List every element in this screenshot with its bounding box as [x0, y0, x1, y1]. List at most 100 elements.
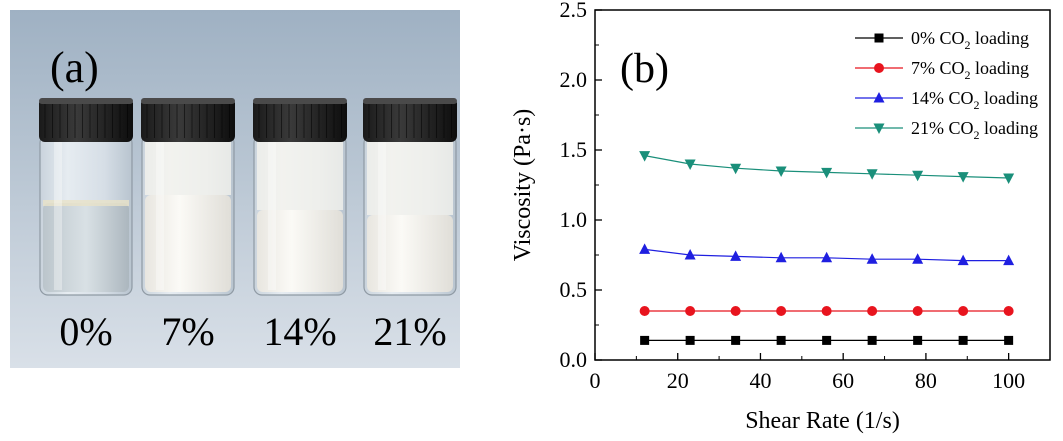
- data-point: [912, 306, 923, 316]
- vials-photo: (a) 0% 7% 14% 21%: [10, 10, 460, 368]
- vial-cap: [141, 98, 235, 142]
- series: [640, 335, 1014, 345]
- vial-glass-fog: [367, 135, 453, 215]
- vial: [141, 98, 235, 296]
- legend-label: 14% CO2 loading: [911, 88, 1038, 112]
- vials-photo-svg: (a) 0% 7% 14% 21%: [10, 10, 460, 368]
- data-point: [639, 243, 651, 254]
- viscosity-chart: 0 20 40 60 80 100 0.0 0.5 1.0 1.5 2.0 2.5 0% CO2 l…: [500, 0, 1060, 436]
- cap-rim: [363, 98, 457, 104]
- data-point: [1003, 173, 1015, 184]
- data-point: [866, 253, 878, 264]
- vial: [363, 98, 457, 296]
- legend-label: 0% CO2 loading: [911, 28, 1029, 52]
- data-point: [640, 335, 650, 345]
- vial-highlight: [378, 140, 386, 290]
- x-tick-label: 100: [992, 368, 1025, 393]
- data-point: [957, 254, 969, 266]
- vial-glass-fog: [145, 135, 231, 195]
- data-point: [912, 253, 924, 264]
- y-tick-label: 2.5: [560, 0, 588, 22]
- data-point: [867, 306, 878, 316]
- x-tick-label: 40: [749, 368, 771, 393]
- panel-b-label: (b): [620, 46, 669, 92]
- vial-liquid-milky: [145, 195, 231, 292]
- legend-marker: [873, 92, 885, 103]
- data-point: [866, 169, 878, 180]
- legend-marker: [874, 63, 884, 73]
- y-tick-label: 1.5: [560, 137, 588, 162]
- data-point: [731, 335, 741, 345]
- y-axis-label: Viscosity (Pa·s): [510, 109, 536, 262]
- vial-glass-fog: [257, 135, 343, 210]
- data-point: [957, 172, 969, 183]
- panel-a-label: (a): [50, 43, 99, 92]
- x-tick-label: 60: [832, 368, 854, 393]
- data-point: [730, 250, 742, 261]
- x-tick-label: 20: [667, 368, 689, 393]
- legend-item: 21% CO2 loading: [855, 118, 1038, 142]
- cap-rim: [141, 98, 235, 104]
- y-tick-label: 0.5: [560, 277, 588, 302]
- legend-marker: [874, 33, 884, 43]
- legend-marker: [873, 123, 885, 134]
- vial-liquid-milky: [257, 210, 343, 292]
- data-point: [913, 335, 923, 345]
- data-point: [821, 251, 833, 263]
- cap-rim: [253, 98, 347, 104]
- legend-label: 21% CO2 loading: [911, 118, 1038, 142]
- data-point: [639, 151, 651, 162]
- vial-highlight: [268, 140, 276, 290]
- x-tick-label: 0: [590, 368, 601, 393]
- vial-liquid-milky: [367, 215, 453, 292]
- vial-label: 7%: [161, 309, 214, 354]
- vial: [253, 98, 347, 296]
- legend-item: 0% CO2 loading: [855, 28, 1029, 52]
- data-point: [776, 335, 786, 345]
- data-point: [684, 159, 696, 170]
- vial-cap: [39, 98, 133, 142]
- data-point: [821, 306, 832, 316]
- data-point: [958, 306, 969, 316]
- vial-label: 21%: [373, 309, 446, 354]
- vial-meniscus: [43, 200, 129, 206]
- data-point: [776, 306, 787, 316]
- data-point: [730, 306, 741, 316]
- series: [639, 243, 1015, 266]
- vial-cap: [253, 98, 347, 142]
- legend-label: 7% CO2 loading: [911, 58, 1029, 82]
- vial-label: 0%: [59, 309, 112, 354]
- data-point: [639, 306, 650, 316]
- data-point: [684, 249, 696, 260]
- data-point: [867, 335, 877, 345]
- viscosity-chart-svg: 0 20 40 60 80 100 0.0 0.5 1.0 1.5 2.0 2.5 0% CO2 l…: [510, 0, 1051, 434]
- data-point: [775, 166, 787, 177]
- data-point: [1003, 306, 1014, 316]
- data-point: [685, 306, 696, 316]
- vial: [39, 98, 133, 296]
- data-point: [958, 335, 968, 345]
- data-point: [685, 335, 695, 345]
- data-point: [730, 163, 742, 175]
- x-tick-label: 80: [915, 368, 937, 393]
- vial-highlight: [156, 140, 164, 290]
- legend-item: 7% CO2 loading: [855, 58, 1029, 82]
- data-point: [821, 167, 833, 179]
- x-axis-label: Shear Rate (1/s): [745, 408, 900, 434]
- data-point: [912, 170, 924, 182]
- data-point: [1004, 335, 1014, 345]
- data-point: [775, 251, 787, 263]
- y-tick-label: 0.0: [560, 347, 588, 372]
- y-tick-label: 1.0: [560, 207, 588, 232]
- series: [639, 306, 1014, 316]
- y-tick-label: 2.0: [560, 67, 588, 92]
- vial-cap: [363, 98, 457, 142]
- data-point: [822, 335, 832, 345]
- vial-highlight: [54, 140, 62, 290]
- cap-rim: [39, 98, 133, 104]
- series: [639, 151, 1015, 184]
- legend-item: 14% CO2 loading: [855, 88, 1038, 112]
- vial-liquid-clear: [43, 203, 129, 292]
- data-point: [1003, 254, 1015, 266]
- vial-label: 14%: [263, 309, 336, 354]
